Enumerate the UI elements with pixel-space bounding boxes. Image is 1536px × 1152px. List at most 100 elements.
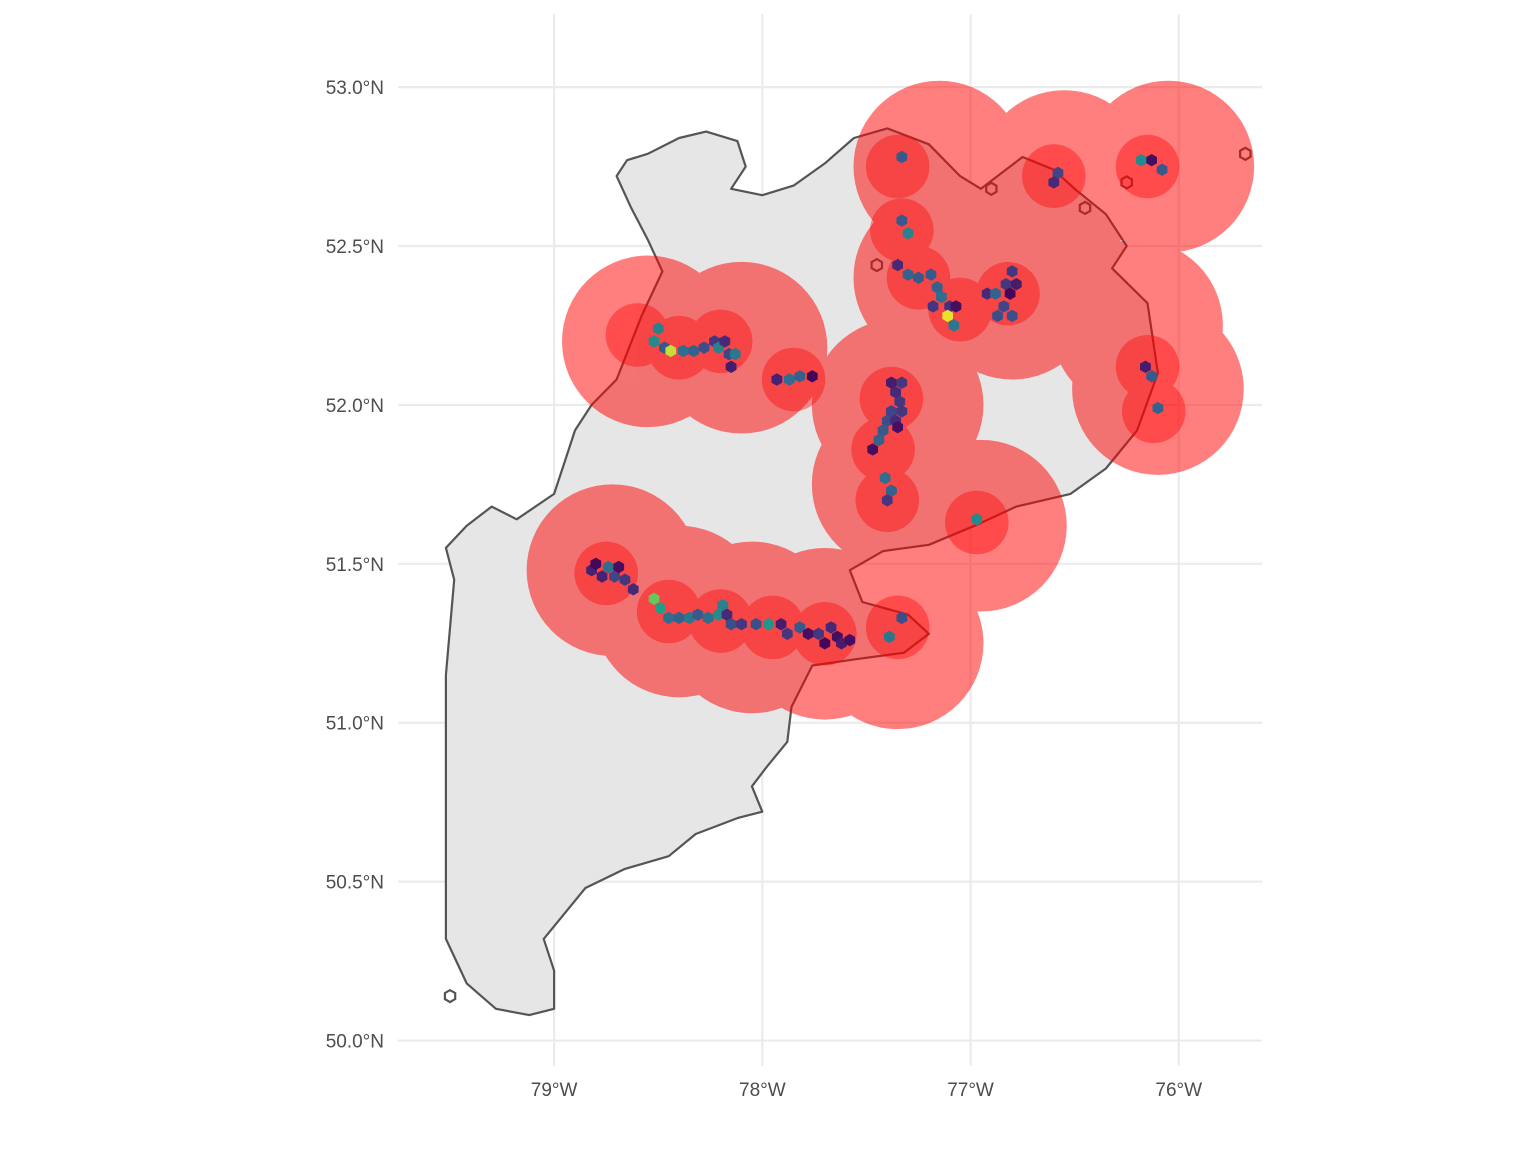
hex-cell: [613, 560, 625, 574]
hex-cell: [892, 421, 903, 434]
hex-cell: [806, 370, 818, 383]
hex-cell: [931, 281, 943, 294]
hex-cell: [925, 268, 937, 281]
hex-cell: [725, 618, 737, 631]
hex-cell: [990, 287, 1001, 300]
hex-cell: [648, 335, 660, 348]
hex-cell: [896, 214, 908, 227]
hex-cell: [655, 602, 666, 615]
hex-cell: [802, 627, 814, 640]
buffer-inner-circle: [851, 417, 915, 482]
hex-cell: [729, 347, 741, 361]
buffer-inner-circle: [870, 198, 934, 262]
hex-cell: [819, 637, 831, 650]
buffer-outer-circle: [1051, 239, 1223, 412]
y-tick-label: 51.5°N: [326, 555, 384, 576]
hex-cell: [992, 309, 1003, 323]
hex-cell: [602, 560, 614, 574]
hex-cell: [627, 583, 639, 596]
hex-cell: [836, 637, 847, 650]
hex-cell: [673, 611, 685, 625]
hex-cell: [677, 344, 689, 358]
y-tick-label: 52.0°N: [326, 396, 384, 417]
hex-cell: [698, 341, 710, 354]
hex-cell: [702, 611, 714, 625]
hex-cell: [719, 335, 731, 348]
hex-cell: [596, 570, 608, 583]
hex-cell: [784, 373, 795, 386]
hex-cell: [1156, 163, 1168, 176]
hex-cell: [1004, 287, 1016, 300]
y-tick-label: 51.0°N: [326, 714, 384, 735]
hex-cell: [794, 621, 806, 634]
hex-cell: [750, 618, 762, 631]
hex-cell: [1000, 278, 1012, 291]
hex-cell: [763, 618, 774, 631]
hex-cell: [1006, 265, 1018, 278]
hex-cell: [665, 344, 677, 358]
hex-cell: [717, 599, 729, 612]
buffer-inner-circle: [605, 303, 670, 367]
hex-cell: [890, 386, 901, 399]
hex-cell: [736, 618, 747, 631]
y-axis-labels: 50.0°N 50.5°N 51.0°N 51.5°N 52.0°N 52.5°N 53.0…: [326, 78, 384, 1052]
hex-cell: [881, 414, 893, 427]
buffer-inner-circle: [1115, 134, 1180, 199]
hex-cell: [998, 300, 1010, 313]
hex-cell: [971, 513, 983, 526]
y-tick-label: 50.0°N: [326, 1032, 384, 1053]
hex-cell: [1135, 154, 1147, 167]
hex-cell: [1140, 360, 1151, 373]
hex-cell: [877, 424, 889, 437]
hex-cell: [619, 573, 631, 586]
hex-cell: [1146, 370, 1157, 383]
hex-cell: [1006, 309, 1018, 323]
hex-cell: [896, 376, 908, 389]
hex-cell: [663, 611, 674, 625]
hex-cells: [586, 150, 1168, 650]
hex-cell: [896, 611, 908, 625]
hex-cell: [981, 287, 993, 300]
hex-cell: [950, 300, 962, 313]
buffer-outer-circle: [655, 261, 828, 434]
x-tick-label: 78°W: [739, 1080, 786, 1101]
hex-cell: [590, 557, 602, 570]
hex-cell: [721, 608, 733, 621]
hex-cell: [896, 405, 908, 418]
hex-cell: [1052, 166, 1064, 180]
hex-cell: [867, 443, 878, 456]
hex-cell: [775, 618, 787, 631]
hex-cell: [886, 405, 897, 418]
hex-cell: [725, 360, 737, 373]
hex-cell: [936, 290, 947, 304]
hex-cell: [692, 608, 704, 621]
hex-cell: [652, 322, 664, 335]
hex-cell: [894, 395, 906, 408]
hex-cell: [794, 370, 806, 383]
hex-cell: [1048, 176, 1060, 189]
x-tick-label: 76°W: [1155, 1080, 1202, 1101]
hex-cell: [609, 570, 620, 583]
buffer-inner-circle: [865, 134, 930, 199]
hex-cell: [1146, 154, 1157, 167]
hex-cell: [896, 150, 908, 164]
hex-cell: [902, 268, 914, 281]
hex-cell: [688, 344, 699, 358]
x-tick-label: 79°W: [531, 1080, 578, 1101]
x-axis-labels: 79°W 78°W 77°W 76°W: [531, 1080, 1202, 1101]
hex-cell: [942, 309, 953, 323]
hex-cell: [927, 300, 939, 313]
hex-cell: [844, 633, 856, 647]
y-tick-label: 53.0°N: [326, 78, 384, 99]
region-island: [443, 988, 457, 1004]
hex-cell: [782, 627, 793, 640]
hex-cell: [886, 484, 897, 497]
hex-cell: [881, 494, 893, 507]
buffer-inner-circle: [865, 595, 930, 660]
buffer-inner-circle: [793, 601, 857, 666]
y-tick-label: 50.5°N: [326, 873, 384, 894]
y-tick-label: 52.5°N: [326, 237, 384, 258]
hex-cell: [913, 271, 924, 284]
hex-cell: [1152, 401, 1164, 415]
